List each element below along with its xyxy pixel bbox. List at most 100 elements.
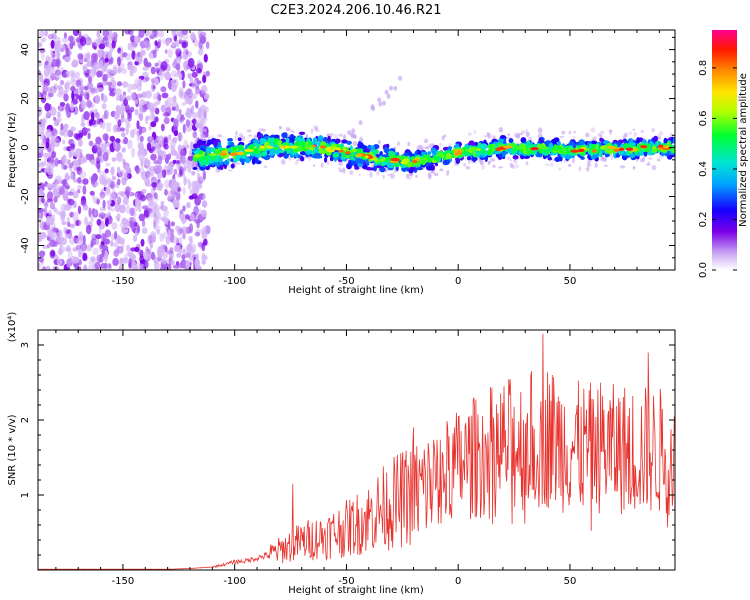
noise-speckle [54,43,60,53]
noise-speckle [126,244,131,252]
noise-speckle [205,70,210,77]
band-cell [373,156,378,163]
noise-speckle [151,182,158,188]
band-cell [636,137,641,144]
noise-speckle [167,229,172,240]
noise-speckle [183,176,187,186]
streak-dot [350,133,355,139]
noise-speckle [52,188,58,197]
colorbar-tick-label: 0.8 [698,60,709,76]
noise-speckle [187,180,192,190]
band-halo [358,173,361,176]
noise-speckle [168,134,172,141]
band-halo [439,142,442,147]
band-cell [205,165,211,171]
noise-speckle [154,204,161,214]
band-cell [479,149,487,154]
band-cell [237,137,242,141]
noise-speckle [47,61,52,69]
noise-speckle [158,252,164,258]
noise-speckle [116,152,123,162]
noise-speckle [197,107,203,115]
band-cell [341,139,348,144]
noise-speckle [119,257,125,267]
band-cell [511,143,518,148]
noise-speckle [172,235,179,245]
noise-speckle [58,247,63,256]
noise-speckle [127,251,133,257]
noise-speckle [148,136,154,142]
noise-speckle [167,48,173,59]
band-halo [514,161,517,165]
noise-speckle [134,246,140,252]
band-cell [289,134,295,139]
band-halo [337,167,342,170]
noise-speckle [180,114,185,119]
noise-speckle [77,205,82,215]
noise-speckle [138,213,146,222]
noise-speckle [149,113,156,122]
noise-speckle [194,86,200,95]
noise-speckle [94,261,101,270]
noise-speckle [138,145,145,155]
noise-speckle [102,199,106,209]
noise-speckle [71,90,75,101]
noise-speckle [108,91,115,97]
noise-speckle [178,228,184,234]
noise-speckle [66,216,70,223]
noise-speckle [104,217,109,227]
noise-speckle [138,125,143,136]
noise-speckle [87,82,94,90]
noise-speckle [60,123,64,131]
noise-speckle [80,90,85,96]
noise-speckle [90,213,94,223]
noise-speckle [130,35,136,43]
noise-speckle [135,164,140,175]
band-cell [259,137,265,145]
band-halo [227,164,232,168]
band-halo [352,141,358,146]
x-tick-label: 50 [564,576,577,587]
noise-speckle [38,162,41,168]
streak-dot [370,104,375,110]
noise-speckle [199,228,206,234]
band-halo [467,132,472,136]
band-halo [646,163,651,166]
noise-speckle [42,93,47,99]
band-halo [338,161,343,166]
noise-speckle [38,250,46,258]
noise-speckle [144,178,151,186]
noise-speckle [117,191,124,196]
band-halo [248,134,253,137]
y-tick-label: -20 [20,188,31,204]
noise-speckle [44,115,48,123]
noise-speckle [58,185,65,195]
band-cell [595,144,600,150]
noise-speckle [130,92,136,101]
noise-speckle [182,186,186,196]
noise-speckle [112,124,118,133]
noise-speckle [111,157,117,162]
y-multiplier-label: (x10⁴) [7,312,18,343]
band-cell [480,143,488,150]
band-cell [446,153,452,158]
band-cell [219,164,224,171]
band-halo [446,170,449,177]
band-halo [416,145,421,151]
band-halo [424,138,429,144]
noise-speckle [82,234,86,245]
noise-speckle [38,70,41,75]
noise-speckle [178,131,182,142]
band-cell [519,144,524,150]
noise-speckle [139,135,144,142]
noise-speckle [134,98,139,105]
noise-speckle [53,83,58,91]
band-halo [640,130,644,133]
noise-speckle [97,87,104,93]
noise-speckle [46,147,51,152]
noise-speckle [48,92,54,98]
noise-speckle [182,168,186,179]
band-halo [188,150,192,156]
x-tick-label: 50 [564,276,577,287]
noise-speckle [46,236,51,241]
